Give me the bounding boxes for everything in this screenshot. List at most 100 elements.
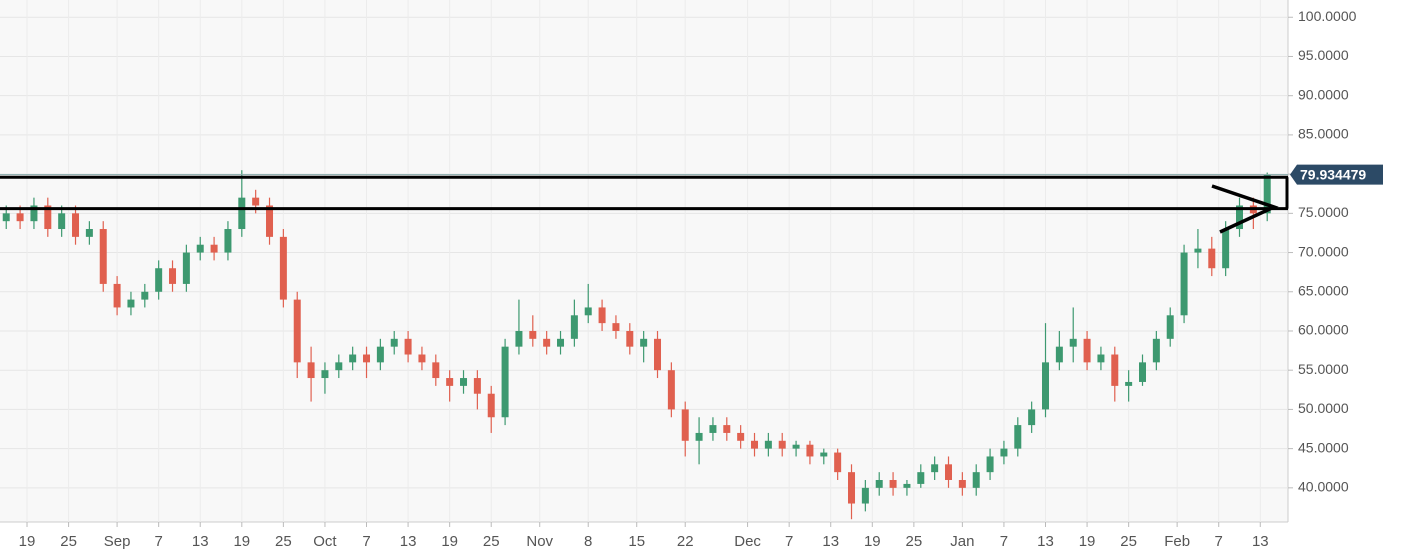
x-tick-label: 25 <box>275 533 292 550</box>
y-tick-label: 90.0000 <box>1298 86 1349 102</box>
candle-body <box>1125 381 1133 386</box>
x-tick-label: 13 <box>192 533 209 550</box>
candle-body <box>986 456 994 473</box>
x-tick-label: 7 <box>1215 533 1223 550</box>
candle-body <box>155 268 163 292</box>
candle-body <box>196 244 204 253</box>
price-tag <box>1290 164 1383 185</box>
candle-body <box>446 378 454 386</box>
candle-body <box>1028 409 1036 426</box>
candle-body <box>806 444 814 457</box>
x-tick-label: 19 <box>864 533 881 550</box>
x-tick-label: Dec <box>734 533 761 550</box>
candle-body <box>931 464 939 473</box>
candle-body <box>1014 425 1022 449</box>
x-tick-label: Oct <box>313 533 337 550</box>
candle-body <box>1208 248 1216 269</box>
candle-body <box>1097 354 1105 363</box>
x-tick-label: Feb <box>1164 533 1190 550</box>
y-tick-label: 50.0000 <box>1298 400 1349 416</box>
candle-body <box>376 346 384 363</box>
candle-body <box>404 338 412 355</box>
x-tick-label: 7 <box>362 533 370 550</box>
x-tick-label: 19 <box>441 533 458 550</box>
x-tick-label: 8 <box>584 533 592 550</box>
y-tick-label: 40.0000 <box>1298 479 1349 495</box>
candle-body <box>958 480 966 488</box>
x-tick-label: 13 <box>400 533 417 550</box>
candle-body <box>321 370 329 379</box>
x-tick-label: 7 <box>1000 533 1008 550</box>
candle-body <box>751 440 759 449</box>
candle-body <box>501 346 509 418</box>
x-tick-label: 22 <box>677 533 694 550</box>
candle-body <box>584 307 592 316</box>
candle-body <box>1042 362 1050 410</box>
candle-body <box>834 452 842 473</box>
candle-body <box>460 378 468 386</box>
plot-area <box>0 0 1288 522</box>
candle-body <box>1000 448 1008 457</box>
candle-body <box>335 362 343 371</box>
candle-body <box>30 205 38 222</box>
candle-body <box>1263 174 1271 214</box>
candle-body <box>1055 346 1063 363</box>
candle-body <box>182 252 190 284</box>
candle-body <box>889 480 897 488</box>
candle-body <box>667 370 675 410</box>
candle-body <box>390 338 398 347</box>
x-tick-label: Sep <box>104 533 131 550</box>
candle-body <box>349 354 357 363</box>
candle-body <box>792 444 800 449</box>
x-tick-label: 19 <box>233 533 250 550</box>
candle-body <box>210 244 218 253</box>
candle-body <box>557 338 565 347</box>
candle-body <box>1111 354 1119 386</box>
candle-body <box>972 472 980 488</box>
candle-body <box>473 378 481 394</box>
y-tick-label: 60.0000 <box>1298 322 1349 338</box>
x-tick-label: 13 <box>1037 533 1054 550</box>
candle-body <box>723 425 731 433</box>
candle-body <box>598 307 606 324</box>
candle-body <box>1194 248 1202 253</box>
candle-body <box>418 354 426 363</box>
candle-body <box>72 213 80 237</box>
candle-body <box>307 362 315 379</box>
x-tick-label: 25 <box>906 533 923 550</box>
candle-body <box>1069 338 1077 347</box>
candle-body <box>848 472 856 504</box>
y-tick-label: 85.0000 <box>1298 126 1349 142</box>
candle-body <box>1180 252 1188 316</box>
candle-body <box>709 425 717 433</box>
candle-body <box>640 338 648 347</box>
y-tick-label: 95.0000 <box>1298 47 1349 63</box>
candle-body <box>654 338 662 371</box>
x-tick-label: 19 <box>1079 533 1096 550</box>
candle-body <box>141 291 149 300</box>
candle-body <box>875 480 883 488</box>
candle-body <box>252 197 260 206</box>
candle-body <box>612 323 620 331</box>
candle-body <box>945 464 953 480</box>
candle-body <box>861 487 869 504</box>
x-tick-label: 15 <box>628 533 645 550</box>
x-tick-label: 7 <box>154 533 162 550</box>
y-tick-label: 70.0000 <box>1298 243 1349 259</box>
y-tick-label: 45.0000 <box>1298 439 1349 455</box>
candle-body <box>626 330 634 347</box>
candle-body <box>432 362 440 379</box>
candle-body <box>113 283 121 308</box>
candle-body <box>293 299 301 363</box>
arrow <box>1211 184 1279 234</box>
candle-body <box>529 330 537 339</box>
candle-body <box>16 213 24 222</box>
candle-body <box>169 268 177 284</box>
candle-body <box>127 299 135 308</box>
candle-body <box>266 205 274 237</box>
candle-body <box>695 432 703 441</box>
candle-body <box>820 452 828 457</box>
candle-body <box>224 229 232 253</box>
x-tick-label: 7 <box>785 533 793 550</box>
